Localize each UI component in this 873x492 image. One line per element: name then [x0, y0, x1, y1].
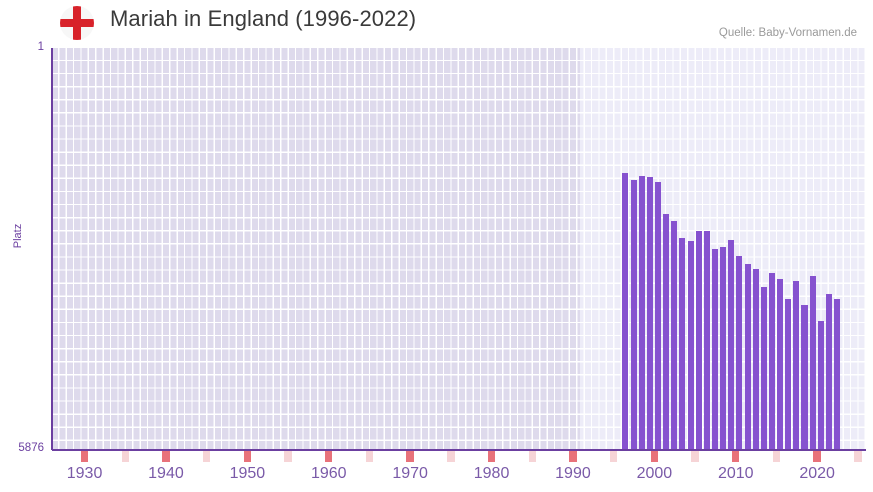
bar[interactable]	[630, 180, 637, 449]
x-axis-tick-label: 2020	[799, 465, 835, 482]
x-axis-tick-minor	[121, 451, 129, 462]
bar[interactable]	[622, 173, 629, 449]
x-axis-tick-label: 2000	[636, 465, 673, 482]
x-axis-tick-minor	[854, 451, 862, 462]
bar[interactable]	[679, 238, 686, 449]
bar[interactable]	[711, 249, 719, 449]
y-axis-tick-top: 1	[37, 41, 44, 53]
bar[interactable]	[801, 305, 808, 449]
x-axis-tick-label: 1960	[310, 465, 347, 482]
x-axis-tick-major	[487, 451, 496, 462]
bar[interactable]	[825, 294, 832, 449]
x-axis-ticks: 1930 1940 1950 1960 1970 1980 1990 2000 2010 2020	[0, 451, 873, 492]
x-axis-tick-major	[406, 451, 414, 462]
x-axis-tick-label: 1950	[229, 465, 266, 482]
bar[interactable]	[777, 279, 784, 449]
x-axis-tick-label: 1940	[148, 465, 184, 482]
bar[interactable]	[744, 264, 751, 449]
bar[interactable]	[785, 299, 792, 449]
bar[interactable]	[728, 239, 735, 449]
bar[interactable]	[809, 276, 816, 449]
x-axis-tick-minor	[284, 451, 292, 462]
bar[interactable]	[817, 320, 824, 449]
x-axis-tick-major	[243, 451, 252, 462]
x-axis-tick-minor	[609, 451, 618, 462]
x-axis-tick-major	[162, 451, 170, 462]
x-axis-tick-minor	[691, 451, 699, 462]
x-axis-tick-major	[732, 451, 740, 462]
bar-series	[52, 48, 866, 449]
bar[interactable]	[736, 256, 743, 449]
x-axis-tick-major	[80, 451, 89, 462]
england-flag-icon	[60, 6, 94, 40]
flag-cross-vertical	[73, 6, 81, 40]
chart-header: Mariah in England (1996-2022) Quelle: Ba…	[0, 0, 873, 48]
x-axis-tick-major	[325, 451, 333, 462]
y-axis-line	[51, 48, 53, 450]
bar[interactable]	[720, 247, 727, 449]
page-title: Mariah in England (1996-2022)	[110, 6, 417, 31]
x-axis-tick-minor	[772, 451, 781, 462]
x-axis-tick-label: 1990	[555, 465, 591, 482]
x-axis-tick-major	[813, 451, 821, 462]
bar[interactable]	[671, 221, 678, 449]
bar[interactable]	[760, 287, 767, 449]
x-axis-tick-label: 1930	[66, 465, 103, 482]
x-axis-tick-major	[650, 451, 659, 462]
bar[interactable]	[834, 299, 841, 449]
y-axis-tick-bottom: 5876	[18, 442, 44, 454]
x-axis-tick-label: 2010	[717, 465, 754, 482]
x-axis-tick-minor	[202, 451, 211, 462]
x-axis-tick-minor	[528, 451, 536, 462]
x-axis-tick-label: 1970	[392, 465, 428, 482]
bar[interactable]	[654, 182, 662, 449]
bar[interactable]	[663, 213, 670, 449]
x-axis-line	[52, 449, 866, 451]
bar[interactable]	[638, 176, 645, 449]
bar[interactable]	[703, 231, 710, 449]
x-axis-tick-label: 1980	[473, 465, 510, 482]
bar[interactable]	[768, 273, 775, 449]
bar[interactable]	[695, 231, 702, 449]
source-label: Quelle: Baby-Vornamen.de	[718, 27, 857, 39]
x-axis-tick-major	[569, 451, 577, 462]
y-axis-label: Platz	[12, 223, 24, 249]
bar[interactable]	[646, 177, 653, 449]
x-axis-tick-minor	[365, 451, 374, 462]
bar[interactable]	[793, 281, 800, 449]
bar[interactable]	[752, 269, 759, 449]
x-axis-tick-minor	[447, 451, 455, 462]
bar[interactable]	[687, 241, 694, 449]
